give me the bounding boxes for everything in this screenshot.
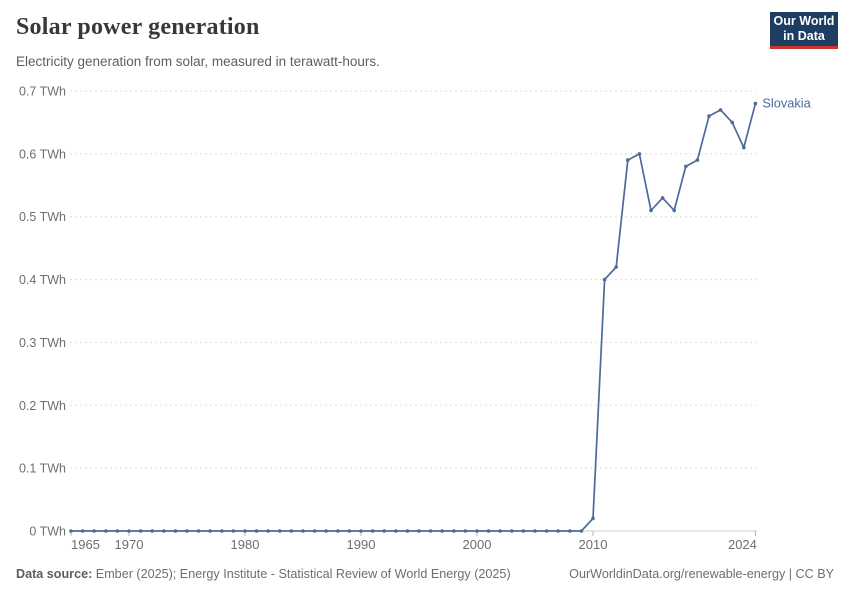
series-point[interactable]: [428, 529, 433, 533]
series-point[interactable]: [475, 529, 479, 533]
series-point[interactable]: [440, 529, 445, 533]
series-point[interactable]: [92, 529, 96, 533]
series-point[interactable]: [324, 529, 329, 533]
series-point[interactable]: [347, 529, 352, 533]
chart-footer: Data source: Ember (2025); Energy Instit…: [16, 567, 834, 581]
x-tick-label: 1970: [115, 537, 144, 552]
series-point[interactable]: [278, 529, 282, 533]
series-point[interactable]: [742, 145, 746, 150]
series-point[interactable]: [301, 529, 305, 533]
series-point[interactable]: [394, 529, 398, 533]
series-point[interactable]: [626, 158, 630, 162]
series-point[interactable]: [672, 208, 676, 213]
x-tick-label: 1965: [71, 537, 100, 552]
series-point[interactable]: [684, 164, 688, 169]
y-tick-label: 0 TWh: [29, 525, 66, 539]
series-point[interactable]: [115, 529, 120, 533]
series-point[interactable]: [173, 529, 178, 533]
owid-logo-line1: Our World: [773, 14, 835, 28]
y-tick-label: 0.5 TWh: [19, 210, 66, 224]
data-source-label: Data source:: [16, 567, 93, 581]
series-point[interactable]: [382, 529, 387, 533]
series-point[interactable]: [127, 529, 131, 533]
chart-title: Solar power generation: [16, 14, 260, 40]
y-tick-label: 0.2 TWh: [19, 399, 66, 413]
series-point[interactable]: [660, 196, 665, 200]
series-point[interactable]: [463, 529, 468, 533]
series-point[interactable]: [208, 529, 212, 533]
series-point[interactable]: [730, 120, 734, 125]
x-tick-label: 1990: [347, 537, 376, 552]
y-tick-label: 0.3 TWh: [19, 336, 66, 350]
series-point[interactable]: [452, 529, 456, 533]
series-point[interactable]: [289, 529, 294, 533]
series-point[interactable]: [498, 529, 503, 533]
series-point[interactable]: [162, 529, 166, 533]
series-point[interactable]: [405, 529, 410, 533]
series-point[interactable]: [266, 529, 271, 533]
series-point[interactable]: [591, 516, 595, 521]
series-point[interactable]: [231, 529, 236, 533]
owid-logo-line2: in Data: [783, 29, 825, 43]
series-point[interactable]: [370, 529, 375, 533]
x-tick-label: 1980: [231, 537, 260, 552]
y-tick-label: 0.1 TWh: [19, 462, 66, 476]
series-point[interactable]: [556, 529, 560, 533]
series-point[interactable]: [185, 529, 189, 533]
y-tick-label: 0.6 TWh: [19, 147, 66, 161]
series-point[interactable]: [718, 108, 723, 112]
series-point[interactable]: [533, 529, 537, 533]
x-tick-label: 2000: [463, 537, 492, 552]
series-point[interactable]: [568, 529, 572, 533]
owid-url-link[interactable]: OurWorldinData.org/renewable-energy | CC…: [569, 567, 834, 581]
data-source-note: Data source: Ember (2025); Energy Instit…: [16, 567, 511, 581]
x-tick-label: 2010: [579, 537, 608, 552]
x-tick-label: 2024: [728, 537, 757, 552]
series-point[interactable]: [312, 529, 317, 533]
series-point[interactable]: [104, 529, 108, 533]
data-source-text: Ember (2025); Energy Institute - Statist…: [92, 567, 511, 581]
series-point[interactable]: [510, 529, 514, 533]
series-point[interactable]: [579, 529, 584, 533]
series-point[interactable]: [80, 529, 85, 533]
entity-label-slovakia[interactable]: Slovakia: [762, 96, 811, 111]
series-point[interactable]: [243, 529, 247, 533]
series-point[interactable]: [150, 529, 154, 533]
owid-logo[interactable]: Our World in Data: [770, 12, 838, 49]
series-point[interactable]: [614, 265, 618, 269]
series-point[interactable]: [486, 529, 491, 533]
series-point[interactable]: [544, 529, 549, 533]
series-point[interactable]: [521, 529, 526, 533]
series-point[interactable]: [753, 101, 758, 106]
series-point[interactable]: [336, 529, 340, 533]
series-point[interactable]: [220, 529, 224, 533]
series-point[interactable]: [649, 208, 653, 213]
series-point[interactable]: [254, 529, 259, 533]
series-point[interactable]: [637, 152, 642, 156]
series-line-slovakia[interactable]: [70, 102, 757, 532]
y-tick-label: 0.7 TWh: [19, 85, 66, 99]
chart-subtitle: Electricity generation from solar, measu…: [16, 54, 380, 69]
series-point[interactable]: [196, 529, 201, 533]
series-point[interactable]: [417, 529, 421, 533]
series-point[interactable]: [695, 158, 700, 162]
series-point[interactable]: [602, 277, 607, 282]
series-point[interactable]: [359, 529, 363, 533]
series-point[interactable]: [69, 529, 73, 533]
series-point[interactable]: [138, 529, 143, 533]
series-point[interactable]: [707, 114, 711, 118]
y-tick-label: 0.4 TWh: [19, 273, 66, 287]
